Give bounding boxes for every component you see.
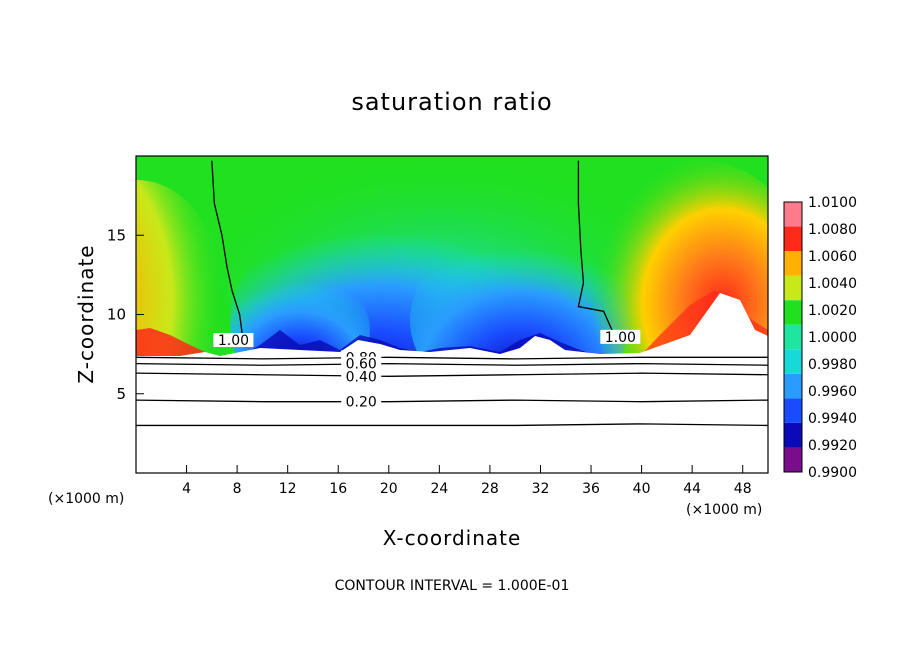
contour-line <box>135 399 769 403</box>
x-tick-label: 16 <box>329 481 347 497</box>
x-tick-label: 12 <box>279 481 297 497</box>
colorbar-label: 0.9920 <box>808 438 857 454</box>
x-axis: 4 8 12 16 20 24 28 32 36 40 44 48 <box>182 465 752 497</box>
colorbar-label: 1.0000 <box>808 330 857 346</box>
contour-label: 0.60 <box>346 357 377 373</box>
colorbar-swatch <box>784 226 802 252</box>
chart-title: saturation ratio <box>351 88 553 116</box>
colorbar-label: 0.9900 <box>808 465 857 481</box>
colorbar-swatch <box>784 373 802 399</box>
colorbar-label: 1.0060 <box>808 249 857 265</box>
colorbar-swatch <box>784 324 802 350</box>
x-tick-label: 44 <box>683 481 701 497</box>
colorbar-swatch <box>784 349 802 374</box>
contour-label: 1.00 <box>605 330 636 346</box>
contour-label: 0.20 <box>346 395 377 411</box>
contour-label-bg <box>341 369 382 384</box>
contour-line <box>211 160 245 344</box>
x-tick-label: 4 <box>182 481 191 497</box>
contour-label: 1.00 <box>218 333 249 349</box>
contour-label-bg <box>341 394 382 409</box>
colorbar-swatch <box>784 275 802 301</box>
contour-line <box>136 423 769 427</box>
x-tick-label: 28 <box>481 481 499 497</box>
x-tick-label: 40 <box>633 481 651 497</box>
y-tick-label: 10 <box>107 306 126 324</box>
contour-label-bg <box>341 356 382 371</box>
x-tick-label: 48 <box>734 481 752 497</box>
colorbar-label: 1.0020 <box>808 303 857 319</box>
colorbar-swatch <box>784 398 802 423</box>
contour-line <box>135 362 769 366</box>
y-axis: 5 10 15 <box>107 226 144 403</box>
x-unit-label-right: (×1000 m) <box>686 502 763 518</box>
contour-label-bg <box>600 329 641 344</box>
colorbar-swatch <box>784 300 802 325</box>
colorbar-label: 1.0100 <box>808 195 857 211</box>
colorbar-label: 0.9960 <box>808 384 857 400</box>
colorbar-frame <box>783 201 803 473</box>
colorbar: 1.0100 1.0080 1.0060 1.0040 1.0020 1.0000 0.99… <box>783 195 857 481</box>
x-unit-label-left: (×1000 m) <box>48 491 125 507</box>
x-tick-label: 36 <box>582 481 600 497</box>
x-tick-label: 8 <box>233 481 242 497</box>
contour-lines: 1.001.000.800.600.400.20 <box>135 160 769 427</box>
x-tick-label: 24 <box>430 481 448 497</box>
x-tick-label: 32 <box>532 481 550 497</box>
x-tick-label: 20 <box>380 481 398 497</box>
y-tick-label: 5 <box>116 385 126 403</box>
colorbar-label: 1.0080 <box>808 222 857 238</box>
colorbar-label: 0.9980 <box>808 357 857 373</box>
colorbar-swatch <box>784 251 802 276</box>
contour-label: 0.40 <box>346 369 377 385</box>
colorbar-swatch <box>784 202 802 227</box>
x-axis-label: X-coordinate <box>382 526 522 550</box>
y-axis-label: Z-coordinate <box>74 244 98 384</box>
contour-line <box>135 372 769 377</box>
colorbar-swatch <box>784 447 802 472</box>
colorbar-swatch <box>784 422 802 448</box>
colorbar-label: 0.9940 <box>808 411 857 427</box>
contour-line <box>135 356 768 360</box>
contour-label-bg <box>213 333 254 348</box>
colorbar-label: 1.0040 <box>808 276 857 292</box>
y-tick-label: 15 <box>107 226 126 244</box>
contour-interval-note: CONTOUR INTERVAL = 1.000E-01 <box>334 578 570 594</box>
contour-line <box>577 160 617 341</box>
saturation-field <box>136 156 768 473</box>
